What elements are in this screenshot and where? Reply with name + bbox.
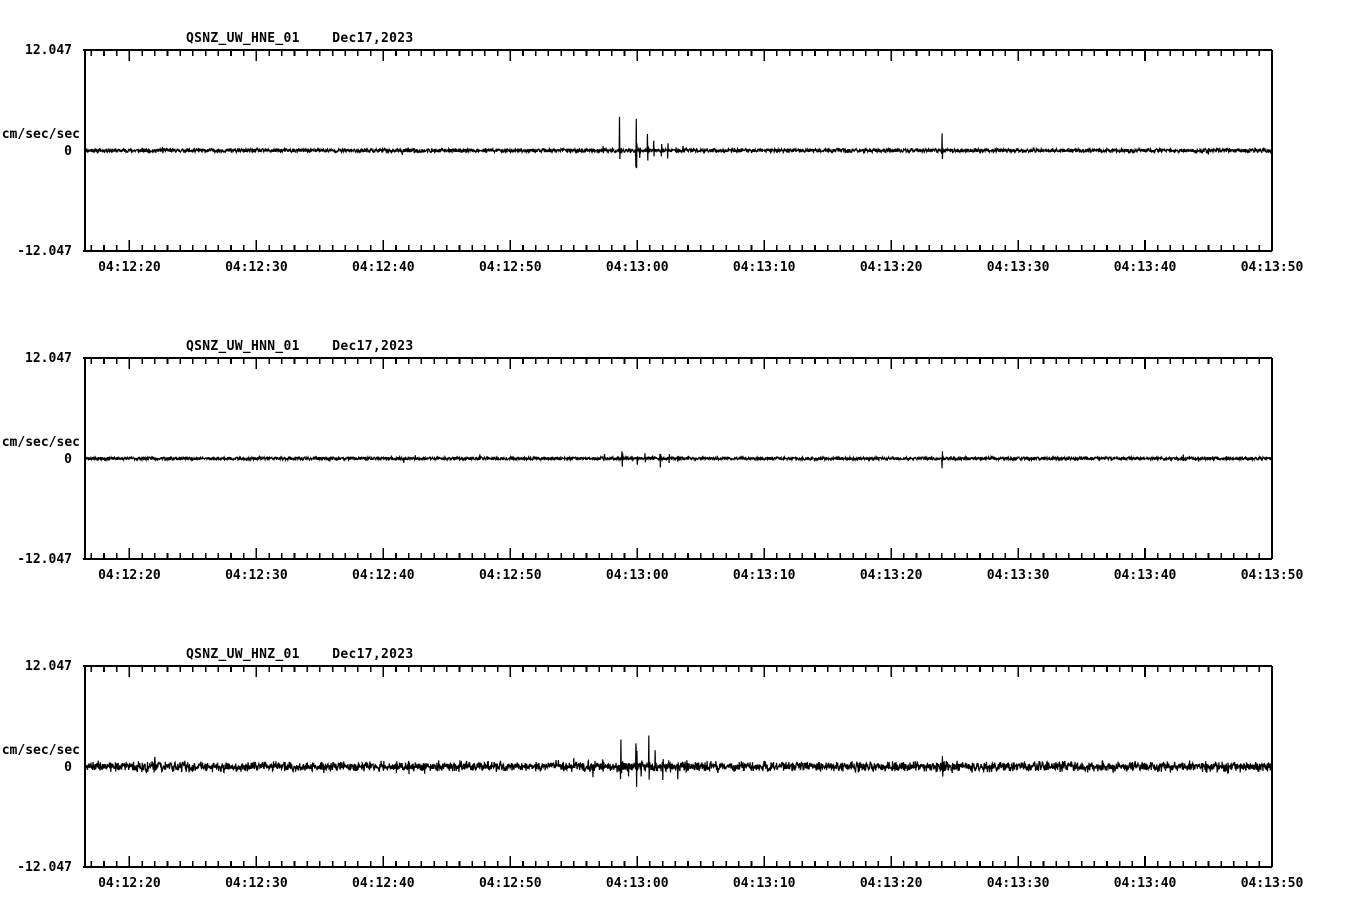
panel-title-hnn: QSNZ_UW_HNN_01 Dec17,2023 [186,339,414,354]
x-tick-label-hnn-2: 04:12:40 [352,568,415,583]
x-tick-label-hne-2: 04:12:40 [352,260,415,275]
y-axis-max-label-hne: 12.047 [25,43,72,58]
x-tick-label-hnn-1: 04:12:30 [225,568,288,583]
x-tick-label-hne-7: 04:13:30 [986,260,1050,275]
x-tick-label-hnn-6: 04:13:20 [859,568,923,583]
x-tick-label-hnn-9: 04:13:50 [1240,568,1304,583]
x-tick-label-hnz-4: 04:13:00 [605,876,669,891]
plot-frame-hnz [84,665,1273,868]
x-tick-label-hne-3: 04:12:50 [478,260,542,275]
y-axis-unit-label-hnn: cm/sec/sec [1,434,80,450]
y-axis-min-label-hnz: -12.047 [17,860,72,875]
x-axis-ticks-hnn [90,358,1273,559]
x-tick-label-hnn-3: 04:12:50 [478,568,542,583]
x-tick-label-hne-4: 04:13:00 [605,260,669,275]
x-tick-label-hnz-6: 04:13:20 [859,876,923,891]
y-axis-max-label-hnz: 12.047 [25,659,72,674]
x-tick-label-hnn-0: 04:12:20 [98,568,161,583]
x-tick-label-hne-6: 04:13:20 [859,260,923,275]
plot-area-hnz [83,665,1273,868]
x-tick-label-hne-5: 04:13:10 [732,260,796,275]
x-tick-label-hnn-7: 04:13:30 [986,568,1050,583]
x-tick-label-hnz-2: 04:12:40 [352,876,415,891]
y-axis-max-label-hnn: 12.047 [25,351,72,366]
panel-title-hnz: QSNZ_UW_HNZ_01 Dec17,2023 [186,647,414,662]
y-axis-zero-label-hnn: 0 [64,451,72,467]
x-tick-label-hnz-8: 04:13:40 [1113,876,1177,891]
x-axis-ticks-hnz [90,666,1273,867]
y-axis-zero-label-hnz: 0 [64,759,72,775]
x-tick-label-hne-0: 04:12:20 [98,260,161,275]
plot-area-hnn [83,357,1273,560]
x-tick-label-hnz-1: 04:12:30 [225,876,288,891]
waveform-trace-hnz [84,735,1273,787]
x-tick-label-hnz-7: 04:13:30 [986,876,1050,891]
waveform-trace-hne [84,116,1273,169]
y-axis-unit-label-hnz: cm/sec/sec [1,742,80,758]
waveform-trace-hnn [84,451,1273,469]
y-axis-min-label-hnn: -12.047 [17,552,72,567]
x-axis-ticks-hne [90,50,1273,251]
x-tick-label-hnn-4: 04:13:00 [605,568,669,583]
x-tick-label-hnz-0: 04:12:20 [98,876,161,891]
x-tick-label-hnn-5: 04:13:10 [732,568,796,583]
x-tick-label-hnz-9: 04:13:50 [1240,876,1304,891]
y-axis-zero-label-hne: 0 [64,143,72,159]
plot-area-hne [83,49,1273,252]
x-tick-label-hnz-3: 04:12:50 [478,876,542,891]
x-tick-label-hne-1: 04:12:30 [225,260,288,275]
panel-title-hne: QSNZ_UW_HNE_01 Dec17,2023 [186,31,414,46]
y-axis-unit-label-hne: cm/sec/sec [1,126,80,142]
x-tick-label-hnn-8: 04:13:40 [1113,568,1177,583]
x-tick-label-hne-8: 04:13:40 [1113,260,1177,275]
y-axis-min-label-hne: -12.047 [17,244,72,259]
x-tick-label-hnz-5: 04:13:10 [732,876,796,891]
x-tick-label-hne-9: 04:13:50 [1240,260,1304,275]
